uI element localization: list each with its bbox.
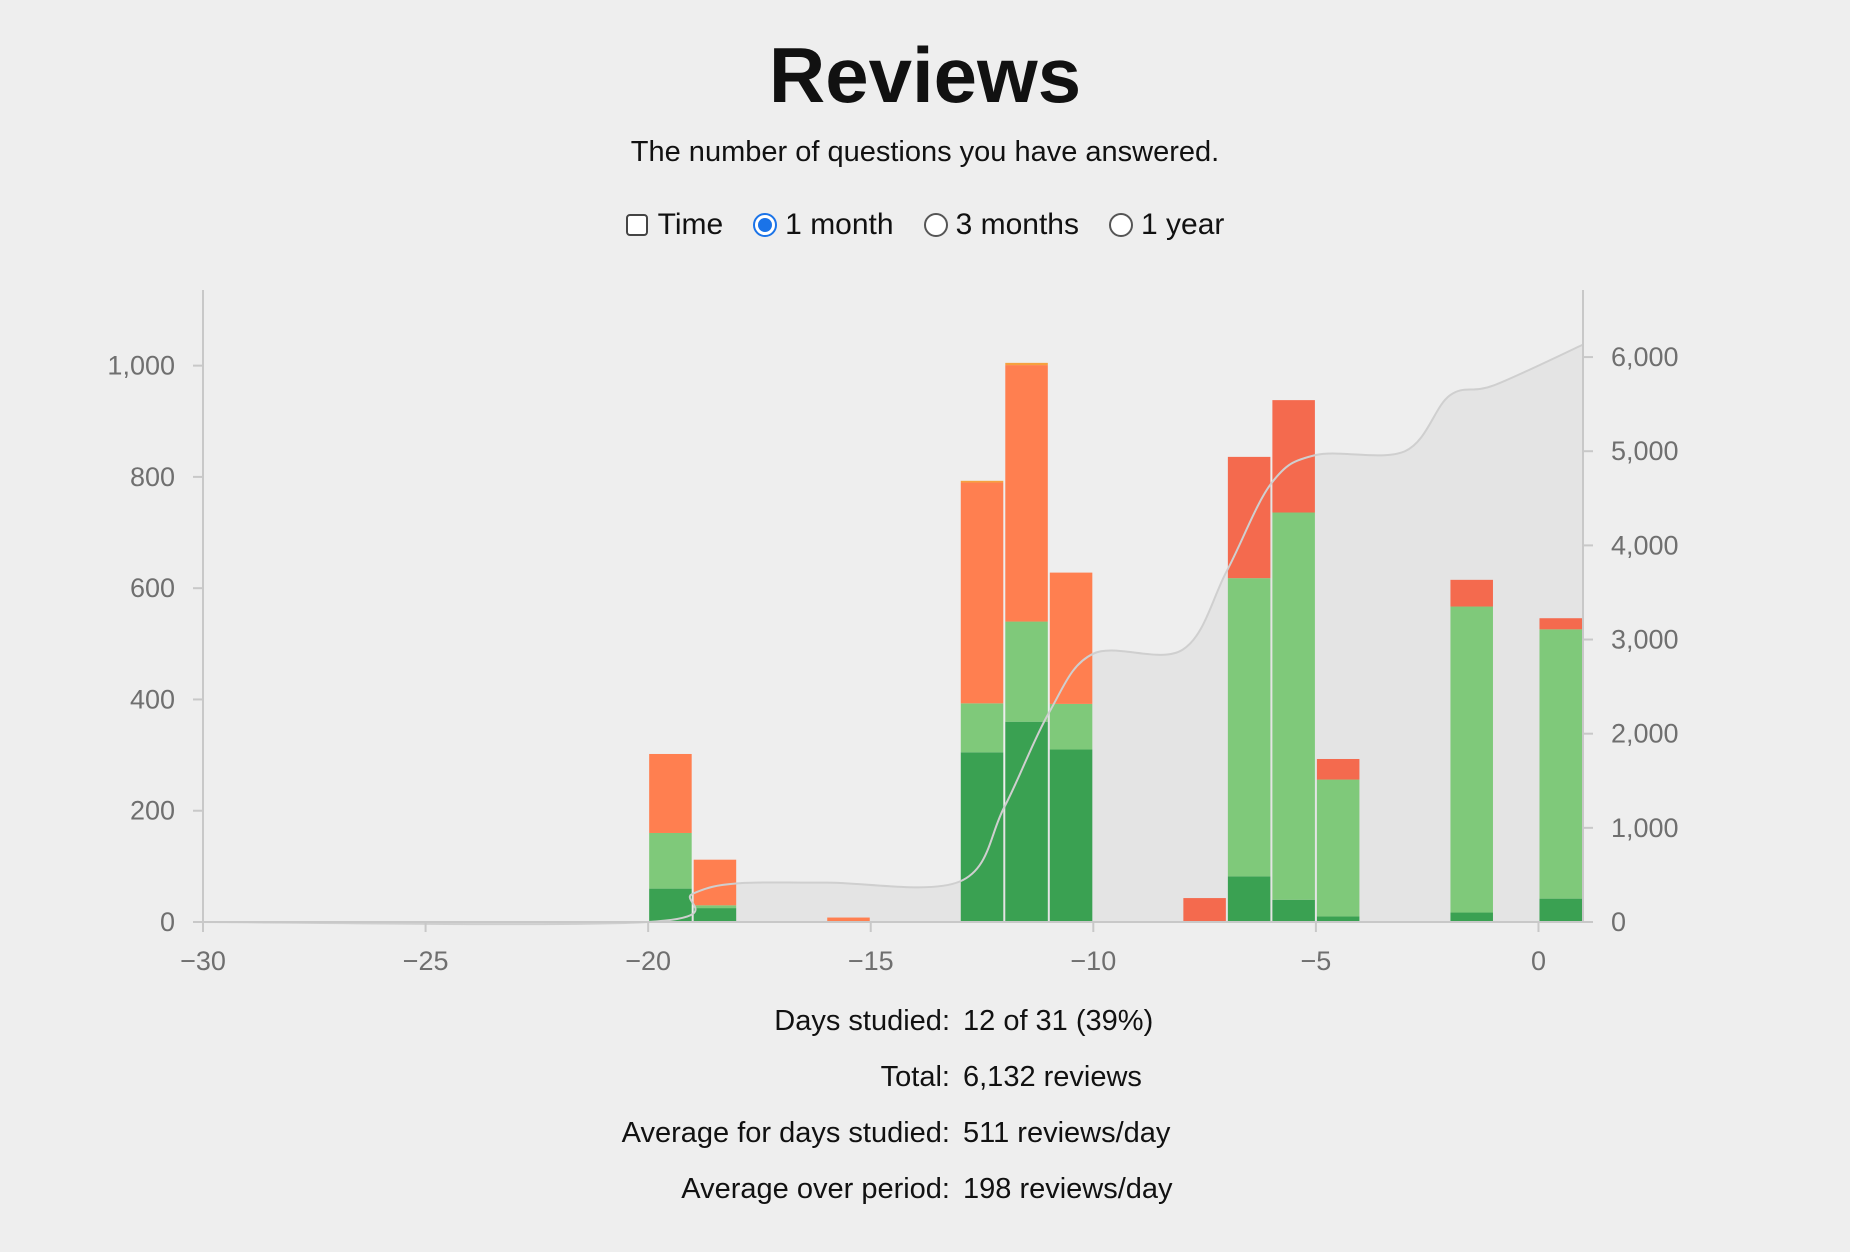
bar-mature [1272,899,1315,922]
bar-mature [1227,876,1271,922]
time-toggle[interactable]: Time [625,208,724,242]
x-tick-label: −15 [848,946,894,976]
range-3-months-label: 3 months [955,208,1079,241]
stat-value: 511 reviews/day [963,1117,1171,1149]
bar-relearn [1539,618,1582,630]
bar-learn [827,917,870,922]
stat-value: 6,132 reviews [963,1061,1142,1093]
bar-young [1005,621,1048,722]
stat-row-days-studied: Days studied: 12 of 31 (39%) [0,1005,1850,1061]
time-checkbox[interactable] [625,214,648,236]
stat-row-average-period: Average over period: 198 reviews/day [0,1173,1850,1229]
cumulative-line [202,343,1584,926]
radio-3-months[interactable] [923,213,948,237]
y2-tick-label: 3,000 [1611,625,1679,655]
bar-learn [1049,572,1093,704]
bar-young [649,832,692,889]
bar-learn [960,482,1004,704]
bar-mature [1005,721,1048,922]
page-subtitle: The number of questions you have answere… [630,136,1220,168]
stat-label: Total: [880,1061,950,1093]
range-1-month-label: 1 month [785,208,894,241]
x-tick-label: −10 [1070,946,1116,976]
range-3-months[interactable]: 3 months [923,208,1079,242]
radio-1-year[interactable] [1108,213,1133,237]
bar-learn [1005,365,1048,622]
bar-learn [693,859,737,906]
bar-relearn [1316,758,1360,780]
stat-row-average-studied: Average for days studied: 511 reviews/da… [0,1117,1850,1173]
bar-young [1272,512,1315,900]
x-tick-label: −20 [625,946,671,976]
y2-tick-label: 0 [1611,907,1626,937]
bar-young [1227,578,1271,877]
bar-young [693,905,737,909]
range-1-year-label: 1 year [1140,208,1225,241]
stat-label: Days studied: [774,1005,950,1037]
time-label: Time [657,208,724,241]
bar-mature [693,908,737,922]
bar-relearn [1450,579,1493,607]
stat-value: 12 of 31 (39%) [963,1005,1154,1037]
bar-young [1049,703,1093,750]
y2-tick-label: 1,000 [1611,813,1679,843]
range-controls: Time 1 month 3 months 1 year [0,208,1850,242]
bar-filtered [1005,362,1048,366]
y-tick-label: 0 [160,907,175,937]
y-tick-label: 1,000 [107,351,175,381]
bar-filtered [960,480,1004,483]
bar-mature [1450,912,1493,922]
y2-tick-label: 5,000 [1611,436,1679,466]
bar-young [1539,629,1582,899]
bar-mature [1049,749,1093,922]
x-tick-label: −5 [1301,946,1332,976]
bar-mature [1539,898,1582,922]
bar-young [1316,779,1360,917]
reviews-chart: 0 200 400 600 800 1,000 0 1,000 2,000 3,000 4,000 5… [107,290,1679,976]
bar-relearn [1183,898,1226,922]
y2-tick-label: 6,000 [1611,342,1679,372]
y2-tick-label: 2,000 [1611,719,1679,749]
range-1-year[interactable]: 1 year [1108,208,1225,242]
bar-young [1450,606,1493,913]
stat-value: 198 reviews/day [963,1173,1173,1205]
x-tick-label: −25 [403,946,449,976]
stat-row-total: Total: 6,132 reviews [0,1061,1850,1117]
cumulative-area [203,344,1583,925]
stat-label: Average for days studied: [621,1117,950,1149]
y-tick-label: 400 [130,684,175,714]
bar-mature [960,752,1004,922]
page-title: Reviews [768,31,1082,119]
bar-mature [1316,916,1360,922]
y-tick-label: 600 [130,573,175,603]
stats-table: Days studied: 12 of 31 (39%) Total: 6,13… [0,1005,1850,1229]
y-tick-label: 800 [130,462,175,492]
bar-learn [649,753,692,833]
stat-label: Average over period: [681,1173,950,1205]
x-tick-label: 0 [1531,946,1546,976]
y2-tick-label: 4,000 [1611,530,1679,560]
x-tick-label: −30 [180,946,226,976]
y-tick-label: 200 [130,796,175,826]
bar-young [960,703,1004,753]
radio-1-month[interactable] [753,213,778,237]
bar-relearn [1227,456,1271,579]
range-1-month[interactable]: 1 month [753,208,894,242]
